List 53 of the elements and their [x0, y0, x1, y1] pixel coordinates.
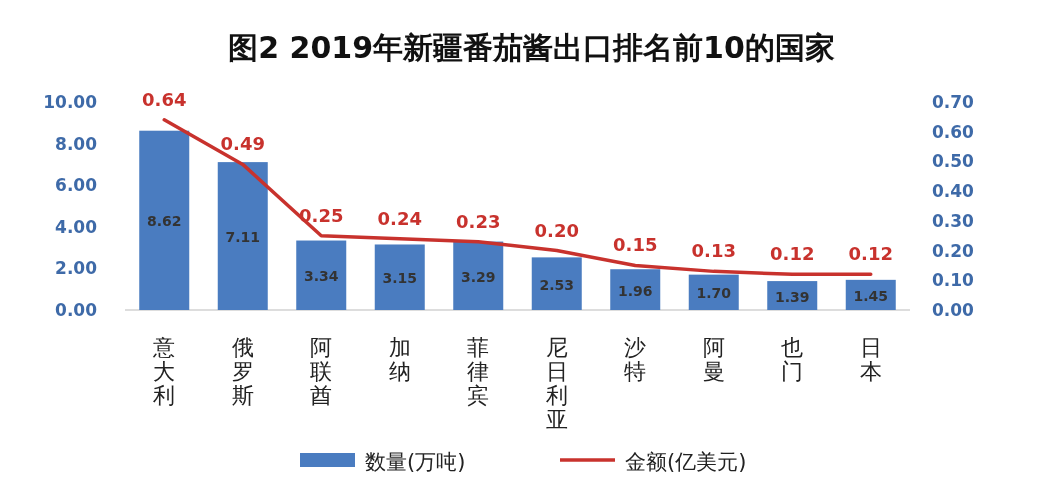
y2-tick-label: 0.40: [932, 181, 975, 202]
data-label: 0.64: [142, 88, 187, 110]
x-tick-label: 菲律宾: [467, 335, 490, 408]
data-label: 0.13: [691, 240, 736, 262]
data-label: 8.62: [146, 213, 182, 230]
data-label: 7.11: [225, 229, 261, 246]
y2-tick-label: 0.00: [932, 300, 975, 320]
data-label: 0.49: [220, 133, 265, 155]
x-tick-label: 日本: [859, 335, 882, 384]
legend-label: 数量(万吨): [365, 450, 466, 474]
data-label: 0.24: [377, 207, 422, 229]
x-tick-label: 尼日利亚: [545, 335, 568, 432]
x-tick-label: 意大利: [152, 335, 176, 408]
data-label: 3.15: [382, 270, 418, 287]
data-label: 0.20: [534, 219, 579, 241]
y2-tick-label: 0.10: [932, 270, 975, 291]
data-label: 1.39: [774, 288, 810, 305]
y-tick-label: 2.00: [55, 258, 98, 279]
data-label: 1.45: [853, 287, 889, 304]
bar: [374, 244, 425, 310]
y2-tick-label: 0.20: [932, 240, 975, 261]
y2-tick-label: 0.30: [932, 210, 975, 231]
x-tick-label: 加纳: [388, 335, 411, 384]
x-tick-label: 也门: [781, 335, 804, 384]
data-label: 1.70: [696, 285, 732, 302]
y-tick-label: 4.00: [55, 216, 98, 237]
y-tick-label: 6.00: [55, 175, 98, 196]
bar: [531, 257, 582, 310]
bar: [453, 241, 504, 310]
y-tick-label: 8.00: [55, 133, 98, 154]
bar: [610, 269, 661, 310]
legend-label: 金额(亿美元): [625, 450, 747, 474]
data-label: 0.12: [770, 243, 815, 265]
data-label: 3.29: [460, 268, 496, 285]
bar: [217, 162, 268, 310]
y2-tick-label: 0.60: [932, 121, 975, 142]
data-label: 0.12: [848, 243, 893, 265]
data-label: 2.53: [539, 276, 575, 293]
data-label: 0.23: [456, 210, 501, 232]
data-label: 3.34: [303, 268, 339, 285]
data-label: 0.15: [613, 234, 658, 256]
y-tick-label: 10.00: [43, 92, 98, 112]
x-tick-label: 阿曼: [702, 335, 725, 384]
data-label: 1.96: [617, 282, 653, 299]
y2-tick-label: 0.50: [932, 151, 975, 172]
y2-tick-label: 0.70: [932, 92, 975, 112]
x-tick-label: 俄罗斯: [231, 335, 254, 408]
bar: [139, 130, 190, 310]
chart-title: 图2 2019年新疆番茄酱出口排名前10的国家: [228, 30, 835, 65]
x-tick-label: 阿联酋: [310, 335, 333, 408]
x-tick-label: 沙特: [624, 335, 647, 384]
y-tick-label: 0.00: [55, 300, 98, 320]
bar: [296, 240, 347, 310]
